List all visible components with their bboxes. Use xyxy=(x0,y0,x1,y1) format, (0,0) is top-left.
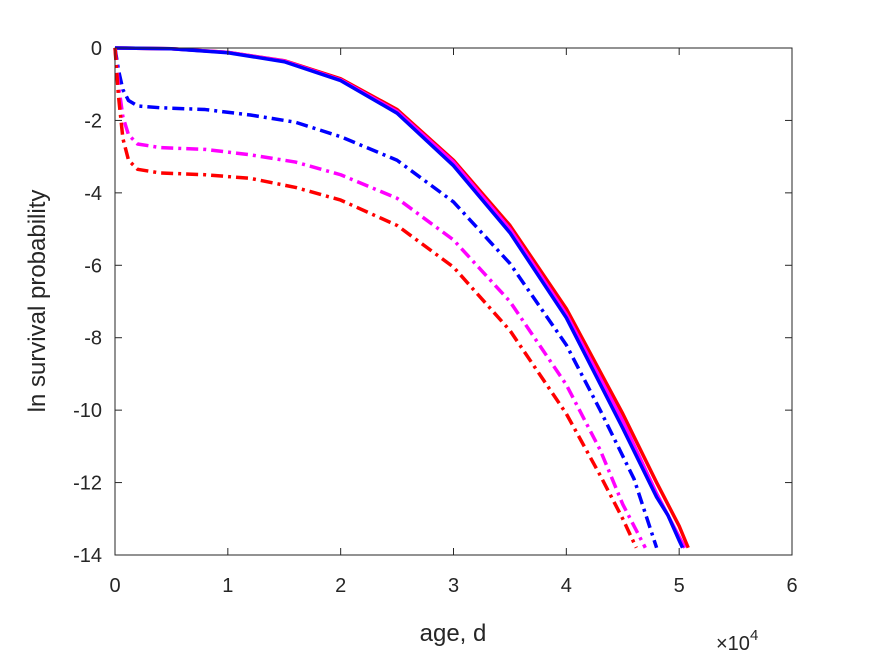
y-axis-title: ln survival probability xyxy=(24,190,51,413)
x-tick-label: 0 xyxy=(109,575,120,597)
y-tick-label: -10 xyxy=(73,400,102,422)
x-axis-exponent-power: 4 xyxy=(750,627,758,644)
series-line-6 xyxy=(113,47,638,549)
y-tick-label: -4 xyxy=(84,183,102,205)
x-axis-ticks: 0 1 2 3 4 5 6 xyxy=(109,48,798,597)
plot-area xyxy=(115,48,792,555)
y-tick-label: -14 xyxy=(73,545,102,567)
y-tick-label: -6 xyxy=(84,255,102,277)
x-tick-label: 4 xyxy=(561,575,572,597)
y-tick-label: -12 xyxy=(73,473,102,495)
x-axis-exponent: ×104 xyxy=(716,627,758,655)
x-axis-title: age, d xyxy=(420,620,487,647)
series-line-3 xyxy=(114,46,685,549)
x-tick-label: 3 xyxy=(448,575,459,597)
series-line-4 xyxy=(113,47,659,549)
x-tick-label: 2 xyxy=(335,575,346,597)
y-tick-label: -2 xyxy=(84,110,102,132)
series-line-5 xyxy=(113,47,647,549)
x-tick-label: 1 xyxy=(222,575,233,597)
x-axis-exponent-base: ×10 xyxy=(716,633,750,655)
x-tick-label: 5 xyxy=(674,575,685,597)
x-tick-label: 6 xyxy=(786,575,797,597)
y-tick-label: 0 xyxy=(91,38,102,60)
y-tick-label: -8 xyxy=(84,328,102,350)
y-axis-ticks: 0 -2 -4 -6 -8 -10 -12 -14 xyxy=(73,38,792,567)
